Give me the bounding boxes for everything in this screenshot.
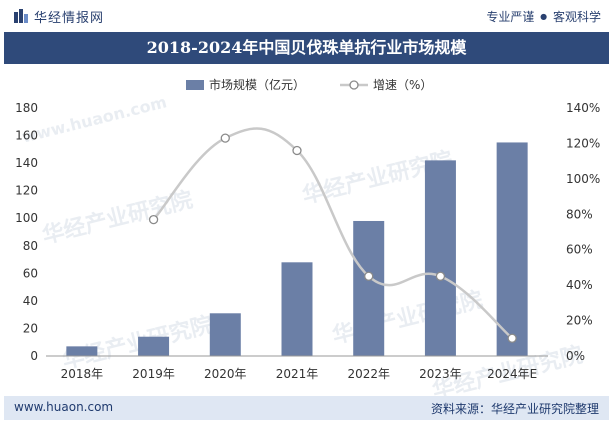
- chart-canvas: 市场规模（亿元） 增速（%） 0 20 40 60 80 100 120 140 160 180 0…: [15, 77, 600, 381]
- bar-2020年: [209, 313, 241, 356]
- x-tick-label: 2022年: [347, 367, 390, 381]
- y-left-tick-label: 60: [23, 266, 38, 280]
- header-bar: 华经情报网 专业严谨 ● 客观科学: [0, 0, 613, 32]
- legend-bar-label: 市场规模（亿元）: [209, 77, 305, 92]
- bar-series: [66, 142, 528, 356]
- bar-2024年E: [496, 142, 528, 356]
- growth-point-2019年: [148, 214, 159, 225]
- footer-source: 资料来源：华经产业研究院整理: [430, 402, 599, 416]
- y-right-tick-label: 0%: [566, 349, 585, 363]
- y-left-tick-label: 120: [15, 184, 38, 198]
- slogan-dot: ●: [540, 12, 548, 21]
- x-tick-label: 2021年: [276, 367, 319, 381]
- slogan-right: 客观科学: [552, 10, 601, 24]
- x-tick-label: 2024年E: [487, 367, 537, 381]
- y-left-tick-label: 100: [15, 211, 38, 225]
- legend-bar-swatch: [186, 80, 204, 90]
- y-left-tick-label: 80: [23, 239, 38, 253]
- bar-2018年: [66, 346, 98, 356]
- x-tick-label: 2020年: [204, 367, 247, 381]
- footer-url: www.huaon.com: [14, 400, 114, 414]
- growth-point-2023年: [435, 271, 446, 281]
- y-right-tick-label: 20%: [566, 314, 593, 328]
- bar-2019年: [138, 336, 170, 356]
- x-tick-label: 2019年: [132, 367, 175, 381]
- y-axis-right: 0% 20% 40% 60% 80% 100% 120% 140%: [566, 101, 600, 363]
- y-axis-left: 0 20 40 60 80 100 120 140 160 180: [15, 101, 38, 363]
- growth-point-2021年: [292, 145, 302, 156]
- y-right-tick-label: 140%: [566, 101, 600, 115]
- bar-2023年: [424, 160, 456, 356]
- footer: www.huaon.com 资料来源：华经产业研究院整理: [4, 396, 609, 420]
- legend-line-label: 增速（%）: [373, 78, 432, 92]
- legend: 市场规模（亿元） 增速（%）: [186, 77, 432, 92]
- y-left-tick-label: 140: [15, 156, 38, 170]
- growth-point-2022年: [364, 271, 374, 281]
- y-right-tick-label: 120%: [566, 136, 600, 150]
- logo-icon: [14, 9, 28, 23]
- line-series: [148, 127, 517, 343]
- legend-line-marker: [349, 80, 359, 90]
- y-left-tick-label: 180: [15, 101, 38, 115]
- growth-point-2024年E: [507, 333, 517, 343]
- y-right-tick-label: 60%: [566, 243, 593, 257]
- x-axis: 2018年 2019年 2020年 2021年 2022年 2023年 2024年E: [46, 355, 548, 381]
- y-left-tick-label: 160: [15, 129, 38, 143]
- y-right-tick-label: 100%: [566, 172, 600, 186]
- y-right-tick-label: 40%: [566, 278, 593, 292]
- logo-text: 华经情报网: [34, 11, 105, 26]
- y-left-tick-label: 0: [30, 349, 38, 363]
- y-left-tick-label: 40: [23, 294, 38, 308]
- growth-line: [152, 127, 513, 340]
- x-tick-label: 2023年: [419, 367, 462, 381]
- growth-point-2020年: [220, 133, 230, 143]
- slogan-left: 专业严谨: [486, 10, 535, 24]
- y-right-tick-label: 80%: [566, 207, 593, 221]
- y-left-tick-label: 20: [23, 321, 38, 335]
- x-tick-label: 2018年: [61, 367, 104, 381]
- chart-title: 2018-2024年中国贝伐珠单抗行业市场规模: [4, 32, 609, 64]
- bar-2021年: [281, 262, 313, 356]
- slogan: 专业严谨 ● 客观科学: [486, 8, 601, 25]
- bar-2022年: [353, 220, 385, 356]
